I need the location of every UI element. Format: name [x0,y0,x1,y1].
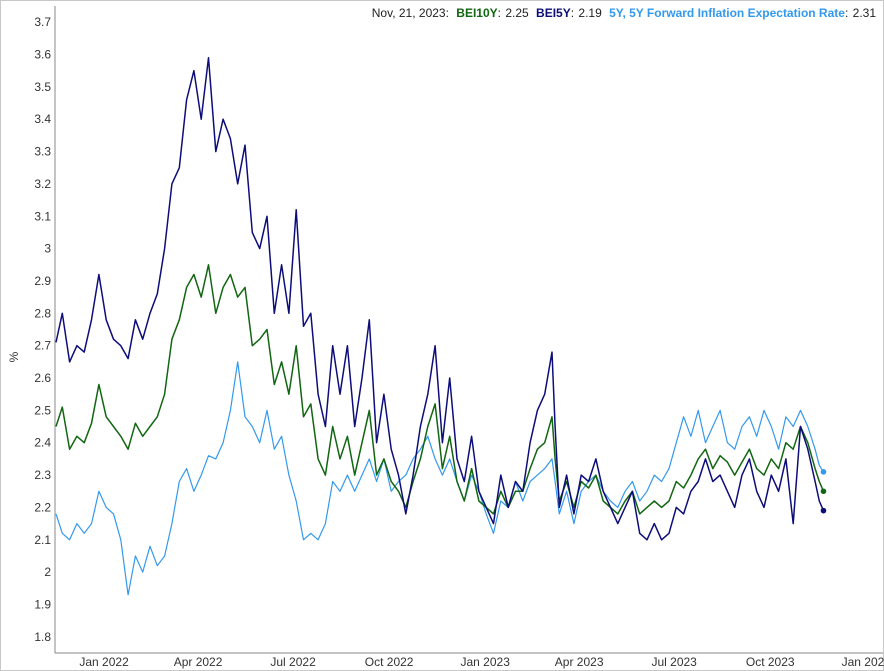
endpoint-layer [820,469,827,514]
y-tick-label: 2.6 [34,371,51,385]
series-line-5y-5y-forward-inflation-expectation-rate [55,361,825,596]
legend-5y5y-sep: : [845,6,848,20]
legend-bei10y-name: BEI10Y [456,6,497,20]
legend-bei5y-value: 2.19 [578,6,602,20]
series-endpoint-marker [820,488,827,495]
y-tick-label: 3.5 [34,80,51,94]
series-endpoint-marker [820,469,827,475]
y-tick-label: 2 [44,565,51,579]
legend-bei10y-value: 2.25 [505,6,529,20]
chart-legend: Nov, 21, 2023: BEI10Y: 2.25 BEI5Y: 2.19 … [372,6,877,20]
legend-bei5y-sep: : [571,6,574,20]
legend-bei5y-name: BEI5Y [536,6,571,20]
y-tick-label: 2.2 [34,500,51,514]
y-tick-label: 2.1 [34,533,51,547]
y-tick-label: 3.6 [34,48,51,62]
series-line-bei5y [55,57,825,541]
y-tick-label: 2.8 [34,306,51,320]
x-tick-label: Jan 2022 [79,655,129,669]
y-tick-label: 2.3 [34,468,51,482]
series-line-bei10y [55,264,825,515]
series-layer [55,57,825,596]
y-tick-label: 3.3 [34,145,51,159]
legend-date: Nov, 21, 2023: [372,6,449,20]
y-tick-label: 3.4 [34,112,51,126]
y-axis: 1.8 1.9 2 2.1 2.2 2.3 2.4 2.5 2.6 2.7 2.8 2.9 3 3.1 3.… [34,6,56,653]
x-tick-label: Apr 2022 [174,655,223,669]
x-tick-label: Jan 2024 [842,655,884,669]
y-tick-label: 2.9 [34,274,51,288]
legend-5y5y-value: 2.31 [853,6,877,20]
x-tick-label: Jul 2022 [270,655,316,669]
y-tick-label: 2.4 [34,436,51,450]
x-tick-label: Oct 2022 [365,655,414,669]
legend-bei10y-sep: : [498,6,501,20]
series-endpoint-marker [820,507,827,514]
x-tick-label: Jan 2023 [460,655,510,669]
y-tick-label: 1.9 [34,597,51,611]
y-axis-label: % [7,351,21,362]
x-axis: Jan 2022 Apr 2022 Jul 2022 Oct 2022 Jan 2023… [55,652,884,669]
x-tick-label: Jul 2023 [651,655,697,669]
y-tick-label: 2.5 [34,403,51,417]
x-tick-label: Apr 2023 [555,655,604,669]
y-tick-label: 2.7 [34,339,51,353]
y-tick-label: 3.1 [34,209,51,223]
y-tick-label: 3.7 [34,15,51,29]
x-tick-label: Oct 2023 [746,655,795,669]
y-tick-label: 3.2 [34,177,51,191]
y-tick-label: 1.8 [34,630,51,644]
y-tick-label: 3 [44,242,51,256]
legend-5y5y-name: 5Y, 5Y Forward Inflation Expectation Rat… [609,6,845,20]
